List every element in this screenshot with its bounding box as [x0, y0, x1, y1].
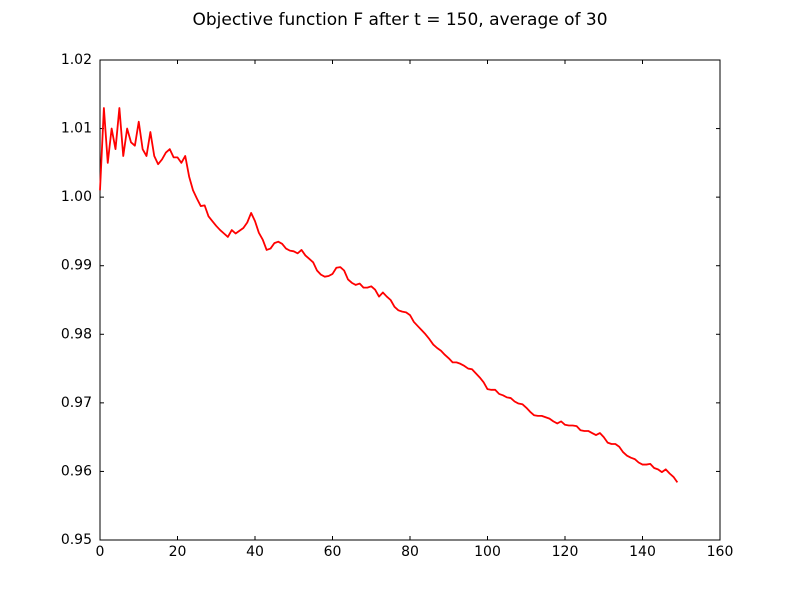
y-tick-label: 1.00 — [61, 189, 92, 205]
y-tick-label: 1.01 — [61, 121, 92, 137]
x-tick-label: 60 — [324, 544, 342, 560]
chart-title: Objective function F after t = 150, aver… — [192, 10, 607, 30]
x-tick-label: 100 — [474, 544, 501, 560]
y-tick-label: 0.97 — [61, 395, 92, 411]
y-tick-label: 0.95 — [61, 532, 92, 548]
x-tick-label: 20 — [169, 544, 187, 560]
x-tick-label: 40 — [246, 544, 264, 560]
y-tick-label: 0.96 — [61, 463, 92, 479]
x-tick-label: 120 — [552, 544, 579, 560]
y-tick-label: 0.98 — [61, 326, 92, 342]
data-line — [99, 107, 679, 483]
x-tick-label: 140 — [629, 544, 656, 560]
x-tick-label: 0 — [96, 544, 105, 560]
y-tick-label: 1.02 — [61, 52, 92, 68]
x-tick-label: 80 — [401, 544, 419, 560]
y-tick-label: 0.99 — [61, 258, 92, 274]
x-tick-label: 160 — [707, 544, 734, 560]
